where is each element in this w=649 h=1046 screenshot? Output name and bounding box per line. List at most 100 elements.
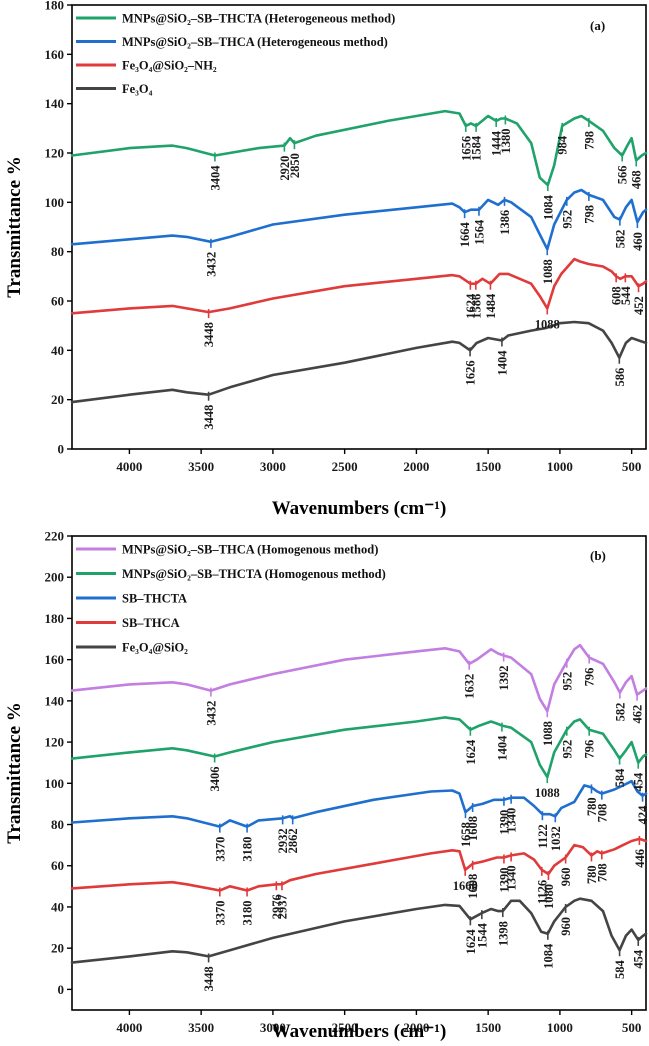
panel-a-peak-label: 452 <box>632 296 646 315</box>
panel-a-xtick-label: 3500 <box>188 459 214 474</box>
panel-b-peak-label: 2862 <box>286 828 300 853</box>
panel-b-ytick-label: 220 <box>45 529 65 544</box>
panel-b-peak-label: 708 <box>595 804 609 823</box>
panel-b-ytick-label: 0 <box>58 982 65 997</box>
panel-b-ytick-label: 180 <box>45 611 65 626</box>
panel-a-peak-label: 1444 <box>490 130 504 156</box>
panel-b-series-line-3 <box>70 779 648 828</box>
panel-b-peak-label: 1340 <box>505 808 519 833</box>
panel-a-peak-label: 2920 <box>278 156 292 181</box>
panel-b-x-axis-title: Wavenumbers (cm⁻¹) <box>272 1021 447 1042</box>
panel-b-peak-label: 960 <box>559 917 573 936</box>
panel-a-plot-frame <box>71 4 647 450</box>
panel-a-series-line-4 <box>70 320 648 404</box>
panel-a-label: (a) <box>590 18 605 33</box>
panel-b-peak-label: 796 <box>583 740 597 759</box>
panel-b-peak-label: 1088 <box>541 721 555 746</box>
panel-b-plot-frame <box>71 535 647 1011</box>
panel-a-peak-label: 544 <box>619 286 633 306</box>
panel-a-peak-label: 1584 <box>470 135 484 161</box>
panel-a-xtick-label: 1500 <box>475 459 501 474</box>
panel-a-peak-label: 460 <box>631 232 645 251</box>
panel-b-peak-label: 1624 <box>464 929 478 955</box>
panel-b-label: (b) <box>590 548 606 563</box>
panel-b-xtick-label: 4000 <box>116 1020 142 1035</box>
panel-a-peak-label: 3448 <box>202 405 216 430</box>
panel-b-legend-label: MNPs@SiO₂–SB–THCTA (Homogenous method) <box>122 567 386 581</box>
panel-b-legend-label: Fe₃O₄@SiO₂ <box>122 641 188 655</box>
panel-a-legend-label: Fe₃O₄@SiO₂–NH₂ <box>122 59 217 73</box>
panel-b-ytick-label: 120 <box>45 735 65 750</box>
panel-b-peak-label: 424 <box>636 805 649 825</box>
panel-a-peak-label: 1586 <box>469 294 483 319</box>
panel-b-peak-label: 1398 <box>496 921 510 946</box>
panel-b-series-line-4 <box>70 837 648 892</box>
panel-b-peak-label: 1404 <box>495 735 509 761</box>
panel-b-peak-label: 1624 <box>464 739 478 765</box>
panel-a-ytick-label: 20 <box>51 392 64 407</box>
panel-b-peak-label: 1088 <box>535 786 560 800</box>
panel-a-peak-label: 1088 <box>541 259 555 284</box>
panel-b-series-line-1 <box>70 643 648 713</box>
panel-b-peak-label: 2937 <box>275 894 289 919</box>
panel-b-peak-label: 2932 <box>276 828 290 853</box>
panel-a-peak-label: 608 <box>610 286 624 305</box>
chart-panel-a: 0 20 40 60 80 100 120 140 160 180 4000 3500 3000 2500… <box>4 0 648 519</box>
panel-b-legend-label: SB–THCTA <box>122 592 187 606</box>
panel-a-peak-label: 1404 <box>495 350 509 376</box>
panel-a-peak-label: 3448 <box>202 322 216 347</box>
panel-b-peak-label: 1080 <box>542 884 556 909</box>
panel-a-ytick-label: 100 <box>45 195 65 210</box>
panel-b-xtick-label: 3500 <box>188 1020 214 1035</box>
panel-b-peak-label: 2976 <box>270 894 284 919</box>
panel-a-peak-label: 952 <box>560 210 574 229</box>
panel-a-y-axis-title: Transmittance % <box>4 156 25 298</box>
panel-b-ytick-label: 80 <box>51 817 64 832</box>
panel-a-ytick-label: 60 <box>51 294 64 309</box>
panel-b-peak-label: 3180 <box>241 900 255 925</box>
panel-b-peak-label: 952 <box>560 672 574 691</box>
panel-b-peak-label: 1084 <box>541 943 555 969</box>
panel-a-ytick-label: 120 <box>45 146 65 161</box>
panel-a-xtick-label: 2500 <box>332 459 358 474</box>
panel-b-legend-label: SB–THCA <box>122 616 180 630</box>
panel-b-ytick-label: 200 <box>45 570 65 585</box>
panel-a-peak-label: 2850 <box>288 153 302 178</box>
chart-panel-b: 0 20 40 60 80 100 120 140 160 180 200 220 4000 3500 30… <box>4 529 649 1043</box>
panel-a-ytick-label: 40 <box>51 343 64 358</box>
panel-b-peak-label: 1390 <box>497 810 511 835</box>
panel-b-peak-label: 1390 <box>497 867 511 892</box>
panel-b-peak-label: 1392 <box>497 666 511 691</box>
panel-b-xtick-label: 2500 <box>332 1020 358 1035</box>
panel-b-peak-label: 708 <box>595 863 609 882</box>
panel-b-peak-label: 1658 <box>459 822 473 847</box>
panel-a-series-line-3 <box>70 257 648 315</box>
panel-b-peak-label: 1340 <box>505 865 519 890</box>
panel-a-peak-label: 1624 <box>464 293 478 319</box>
panel-b-ytick-label: 60 <box>51 858 64 873</box>
panel-a-ytick-label: 180 <box>45 0 65 13</box>
panel-b-peak-label: 960 <box>559 867 573 886</box>
panel-a-peak-label: 1386 <box>498 210 512 235</box>
panel-b-peak-label: 454 <box>632 772 646 792</box>
panel-b-legend-label: MNPs@SiO₂–SB–THCA (Homogenous method) <box>122 543 378 557</box>
panel-b-ytick-label: 100 <box>45 776 65 791</box>
panel-a-xtick-label: 4000 <box>116 459 142 474</box>
panel-a-peak-label: 1084 <box>541 194 555 220</box>
panel-b-peak-label: 1660 <box>453 879 478 893</box>
panel-a-peak-label: 798 <box>582 205 596 224</box>
panel-a-legend-label: Fe₃O₄ <box>122 82 153 96</box>
panel-b-ytick-label: 140 <box>45 693 65 708</box>
panel-a-xtick-label: 3000 <box>260 459 286 474</box>
panel-a-xtick-label: 500 <box>622 459 642 474</box>
panel-b-peak-label: 1032 <box>549 826 563 851</box>
panel-b-peak-label: 454 <box>632 949 646 969</box>
panel-b-peak-label: 952 <box>560 740 574 759</box>
panel-b-peak-label: 3370 <box>213 837 227 862</box>
panel-b-xtick-label: 500 <box>622 1020 642 1035</box>
panel-a-peak-label: 582 <box>613 230 627 249</box>
panel-a-peak-label: 3432 <box>204 252 218 277</box>
panel-b-peak-label: 780 <box>585 797 599 816</box>
panel-a-xtick-label: 2000 <box>403 459 429 474</box>
